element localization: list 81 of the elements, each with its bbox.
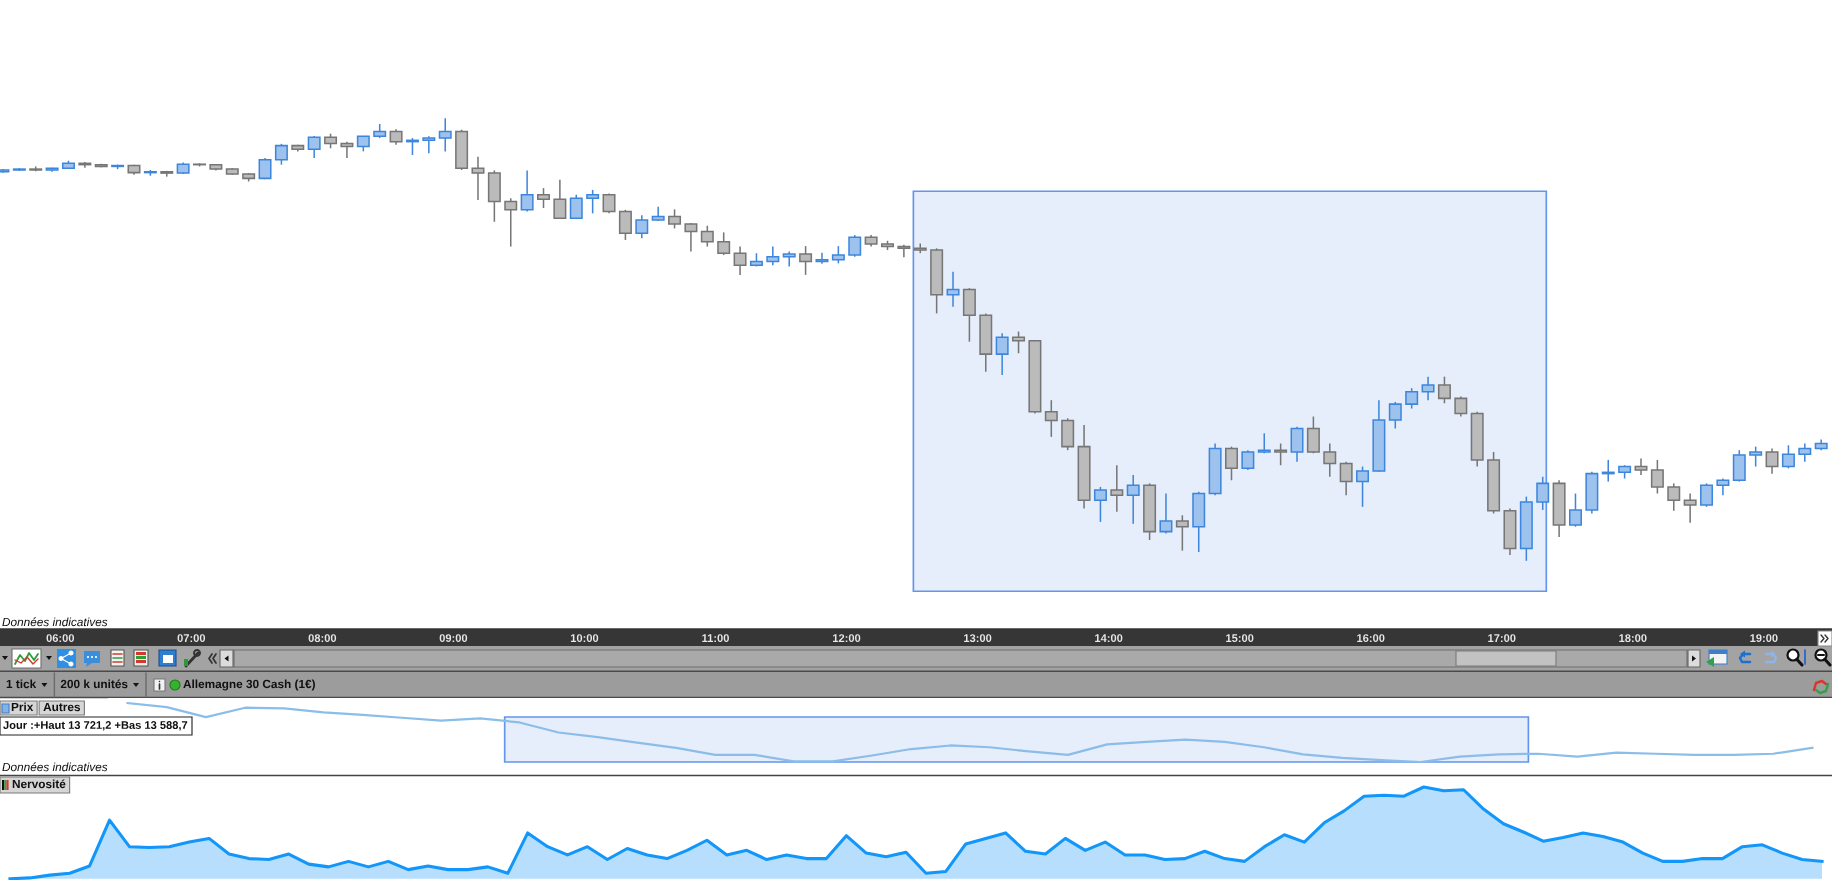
text: Autres xyxy=(43,702,81,712)
candlestick xyxy=(1798,442,1812,463)
candlestick xyxy=(1274,442,1288,466)
x-tick-label: 08:00 xyxy=(308,634,337,643)
candlestick xyxy=(1175,514,1189,552)
candlestick xyxy=(815,251,829,265)
x-tick-label: 06:00 xyxy=(46,634,75,643)
x-tick-label: 14:00 xyxy=(1095,634,1123,643)
candlestick xyxy=(438,117,452,153)
candlestick xyxy=(995,332,1009,376)
candlestick xyxy=(1241,449,1255,471)
candlestick xyxy=(586,189,600,215)
candlestick xyxy=(946,271,960,308)
text: Données indicatives xyxy=(2,617,108,627)
candlestick xyxy=(1044,399,1058,438)
candlestick xyxy=(1323,442,1337,478)
x-tick-label: 12:00 xyxy=(833,634,861,643)
candlestick xyxy=(537,187,551,209)
candlestick xyxy=(1388,401,1402,430)
candlestick xyxy=(782,250,796,268)
candlestick xyxy=(618,209,632,241)
candlestick xyxy=(848,234,862,258)
candlestick xyxy=(1356,465,1370,508)
candlestick xyxy=(1224,445,1238,482)
candlestick xyxy=(1306,415,1320,455)
text: 1 tick xyxy=(6,679,37,689)
candlestick xyxy=(602,192,616,215)
x-tick-label: 18:00 xyxy=(1619,634,1647,643)
candlestick xyxy=(520,169,534,213)
candlestick xyxy=(553,178,567,220)
candlestick xyxy=(717,231,731,256)
candlestick xyxy=(340,140,354,159)
candlestick xyxy=(700,224,714,248)
candlestick xyxy=(733,245,747,276)
candlestick xyxy=(274,143,288,166)
text: Données indicatives xyxy=(2,762,108,772)
candlestick xyxy=(1765,447,1779,475)
candlestick xyxy=(684,222,698,253)
candlestick xyxy=(1568,492,1582,528)
candlestick xyxy=(1437,375,1451,405)
candlestick xyxy=(668,208,682,230)
candlestick xyxy=(1683,492,1697,524)
candlestick xyxy=(799,245,813,276)
candlestick xyxy=(422,135,436,154)
candlestick xyxy=(1650,459,1664,495)
text: 200 k unités xyxy=(60,679,128,689)
text: Prix xyxy=(11,702,34,712)
candlestick xyxy=(1749,445,1763,468)
x-tick-label: 11:00 xyxy=(702,634,729,643)
annotation: Jour :+Haut 13 721,2 +Bas 13 588,7 xyxy=(3,721,188,731)
candlestick xyxy=(1126,474,1140,525)
candlestick xyxy=(569,193,583,220)
candlestick xyxy=(1012,330,1026,354)
x-tick-label: 07:00 xyxy=(177,634,206,643)
candlestick xyxy=(913,242,927,254)
x-tick-label: 09:00 xyxy=(439,634,468,643)
candlestick xyxy=(471,155,485,201)
candlestick xyxy=(1536,475,1550,511)
text: Allemagne 30 Cash (1€) xyxy=(183,679,315,691)
x-tick-label: 13:00 xyxy=(964,634,992,643)
x-tick-label: 16:00 xyxy=(1357,634,1385,643)
candlestick xyxy=(1700,482,1714,508)
candlestick xyxy=(897,244,911,258)
x-tick-label: 19:00 xyxy=(1750,634,1778,643)
candlestick xyxy=(1781,444,1795,470)
candlestick xyxy=(504,197,518,248)
candlestick xyxy=(1110,464,1124,513)
candlestick xyxy=(635,214,649,239)
candlestick xyxy=(1454,395,1468,418)
x-tick-label: 17:00 xyxy=(1488,634,1516,643)
candlestick xyxy=(1405,387,1419,410)
candlestick xyxy=(1290,425,1304,463)
candlestick xyxy=(1339,460,1353,497)
chart-title: Nervosité xyxy=(12,779,66,789)
candlestick xyxy=(766,245,780,266)
candlestick xyxy=(1159,492,1173,535)
candlestick xyxy=(1093,486,1107,523)
x-tick-label: 10:00 xyxy=(570,634,599,643)
candlestick xyxy=(1421,375,1435,401)
candlestick xyxy=(1667,482,1681,512)
x-tick-label: 15:00 xyxy=(1226,634,1254,643)
